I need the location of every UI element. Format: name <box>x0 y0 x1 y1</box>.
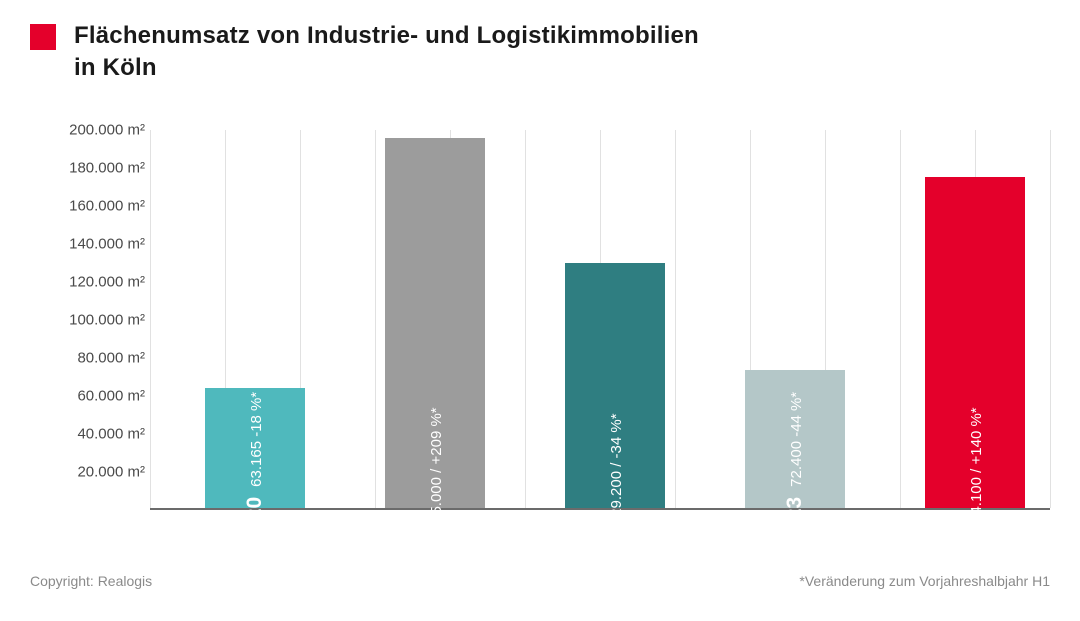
bar-period-label: H1/2020 <box>243 497 267 576</box>
bar-value-label: 195.000 / +209 %* <box>428 407 445 531</box>
title-marker-icon <box>30 24 56 50</box>
grid-line <box>1050 130 1051 508</box>
y-axis: 20.000 m² 40.000 m² 60.000 m² 80.000 m² 100.… <box>30 130 145 510</box>
chart-area: 20.000 m² 40.000 m² 60.000 m² 80.000 m² 100.… <box>30 130 1050 525</box>
footnote-text: *Veränderung zum Vorjahreshalbjahr H1 <box>799 573 1050 589</box>
y-tick-label: 160.000 m² <box>69 198 145 215</box>
bar-slot: H1/2022129.200 / -34 %* <box>565 128 665 508</box>
y-tick-label: 100.000 m² <box>69 312 145 329</box>
y-tick-label: 20.000 m² <box>77 464 145 481</box>
bar-slot: H1/202063.165 -18 %* <box>205 128 305 508</box>
bar-value-label: 63.165 -18 %* <box>248 392 265 487</box>
title-row: Flächenumsatz von Industrie- und Logisti… <box>30 20 699 85</box>
chart-page: Flächenumsatz von Industrie- und Logisti… <box>0 0 1080 607</box>
chart-title-line1: Flächenumsatz von Industrie- und Logisti… <box>74 22 699 49</box>
bar-period-label: H1/2023 <box>783 497 807 576</box>
bar: H1/202372.400 -44 %* <box>745 370 845 508</box>
grid-line <box>525 130 526 508</box>
bar: H1/2022129.200 / -34 %* <box>565 263 665 508</box>
y-tick-label: 80.000 m² <box>77 350 145 367</box>
y-tick-label: 200.000 m² <box>69 122 145 139</box>
bar-value-label: 72.400 -44 %* <box>788 392 805 487</box>
copyright-text: Copyright: Realogis <box>30 573 152 589</box>
grid-line <box>375 130 376 508</box>
bar-value-label: 174.100 / +140 %* <box>968 407 985 531</box>
bar-slot: H1/2021195.000 / +209 %* <box>385 128 485 508</box>
y-tick-label: 180.000 m² <box>69 160 145 177</box>
y-tick-label: 140.000 m² <box>69 236 145 253</box>
footer: Copyright: Realogis *Veränderung zum Vor… <box>30 573 1050 589</box>
y-tick-label: 60.000 m² <box>77 388 145 405</box>
bar: H1/2024174.100 / +140 %* <box>925 177 1025 508</box>
y-tick-label: 40.000 m² <box>77 426 145 443</box>
plot-area: H1/202063.165 -18 %* H1/2021195.000 / +20… <box>150 130 1050 510</box>
grid-line <box>150 130 151 508</box>
bar-slot: H1/2024174.100 / +140 %* <box>925 128 1025 508</box>
y-tick-label: 120.000 m² <box>69 274 145 291</box>
bar-labels: H1/2023 72.400 -44 %* <box>783 392 807 576</box>
bar: H1/202063.165 -18 %* <box>205 388 305 508</box>
chart-title-line2: in Köln <box>74 54 157 81</box>
bar-labels: H1/2020 63.165 -18 %* <box>243 392 267 576</box>
chart-title: Flächenumsatz von Industrie- und Logisti… <box>74 20 699 85</box>
bar-slot: H1/202372.400 -44 %* <box>745 128 845 508</box>
grid-line <box>675 130 676 508</box>
grid-line <box>900 130 901 508</box>
bar-value-label: 129.200 / -34 %* <box>608 413 625 525</box>
bar: H1/2021195.000 / +209 %* <box>385 138 485 509</box>
